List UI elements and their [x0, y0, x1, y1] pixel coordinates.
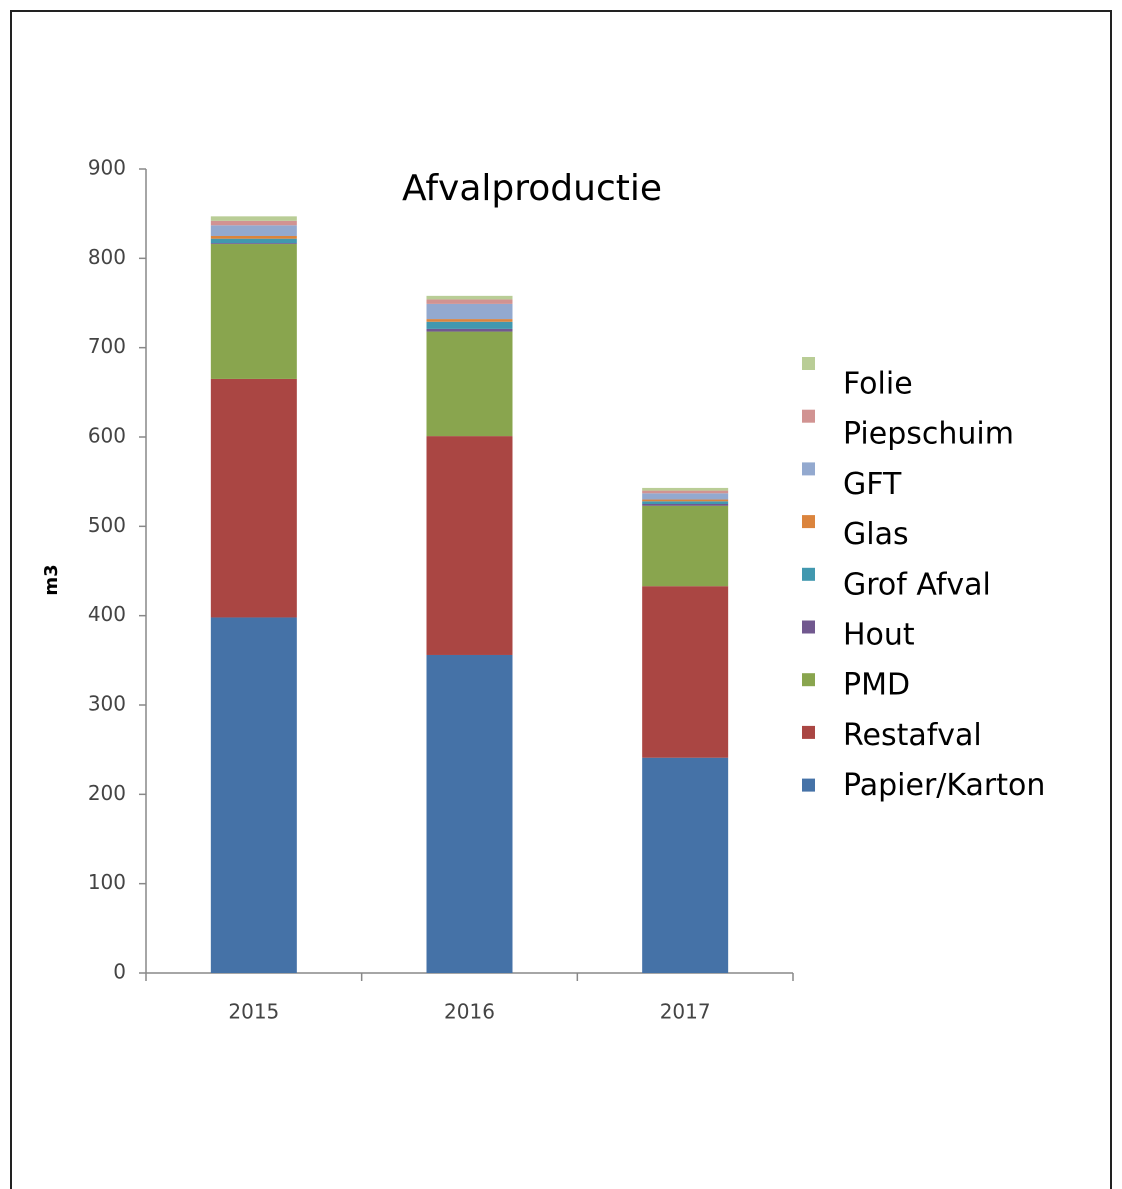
- legend-label: Restafval: [843, 718, 982, 753]
- bar-segment: [642, 757, 729, 973]
- bar-segment: [210, 244, 297, 379]
- legend-marker: [802, 620, 815, 634]
- legend-marker: [802, 409, 815, 423]
- bar-segment: [426, 328, 513, 332]
- x-tick-label: 2015: [228, 1000, 279, 1024]
- bar-segment: [642, 501, 729, 504]
- y-tick-label: 900: [88, 156, 126, 180]
- bar-segment: [426, 319, 513, 322]
- bar-segment: [642, 505, 729, 587]
- bar-segment: [210, 238, 297, 244]
- bar-segment: [210, 378, 297, 618]
- y-tick-label: 200: [88, 781, 126, 805]
- bar-segment: [426, 436, 513, 655]
- legend-label: Glas: [843, 517, 909, 552]
- legend-label: Folie: [843, 367, 913, 402]
- bar-segment: [210, 220, 297, 226]
- y-tick-label: 0: [113, 960, 126, 984]
- bar-segment: [210, 216, 297, 221]
- y-tick-label: 500: [88, 513, 126, 537]
- y-tick-label: 300: [88, 692, 126, 716]
- bar-segment: [426, 299, 513, 304]
- bar-segment: [426, 303, 513, 320]
- bar-segment: [642, 499, 729, 502]
- legend-marker: [802, 462, 815, 476]
- bar-segment: [642, 586, 729, 758]
- bar-segment: [210, 225, 297, 236]
- legend-label: Hout: [843, 618, 915, 653]
- legend-marker: [802, 515, 815, 529]
- frame: [10, 10, 1112, 1189]
- bar-segment: [426, 321, 513, 329]
- x-tick-label: 2016: [444, 1000, 495, 1024]
- legend-label: Grof Afval: [843, 567, 991, 602]
- bar-segment: [210, 236, 297, 239]
- legend-marker: [802, 357, 815, 370]
- bar-segment: [426, 295, 513, 300]
- legend-label: GFT: [843, 467, 902, 502]
- bar-segment: [210, 243, 297, 245]
- legend-marker: [802, 778, 815, 792]
- y-tick-label: 100: [88, 870, 126, 894]
- bar-segment: [210, 617, 297, 973]
- chart-title: Afvalproductie: [402, 168, 662, 209]
- legend-marker: [802, 567, 815, 581]
- legend-label: Piepschuim: [843, 417, 1014, 452]
- y-tick-label: 700: [88, 334, 126, 358]
- legend-marker: [802, 725, 815, 739]
- legend-label: Papier/Karton: [843, 768, 1045, 803]
- y-tick-label: 800: [88, 245, 126, 269]
- y-tick-label: 400: [88, 602, 126, 626]
- legend-label: PMD: [843, 668, 910, 703]
- bar-segment: [642, 493, 729, 500]
- x-tick-label: 2017: [660, 1000, 711, 1024]
- y-tick-label: 600: [88, 424, 126, 448]
- y-axis-label: m3: [41, 564, 62, 595]
- bar-segment: [642, 504, 729, 506]
- bar-segment: [642, 490, 729, 494]
- bar-segment: [426, 331, 513, 437]
- bar-segment: [642, 487, 729, 491]
- legend-marker: [802, 673, 815, 687]
- bar-segment: [426, 654, 513, 973]
